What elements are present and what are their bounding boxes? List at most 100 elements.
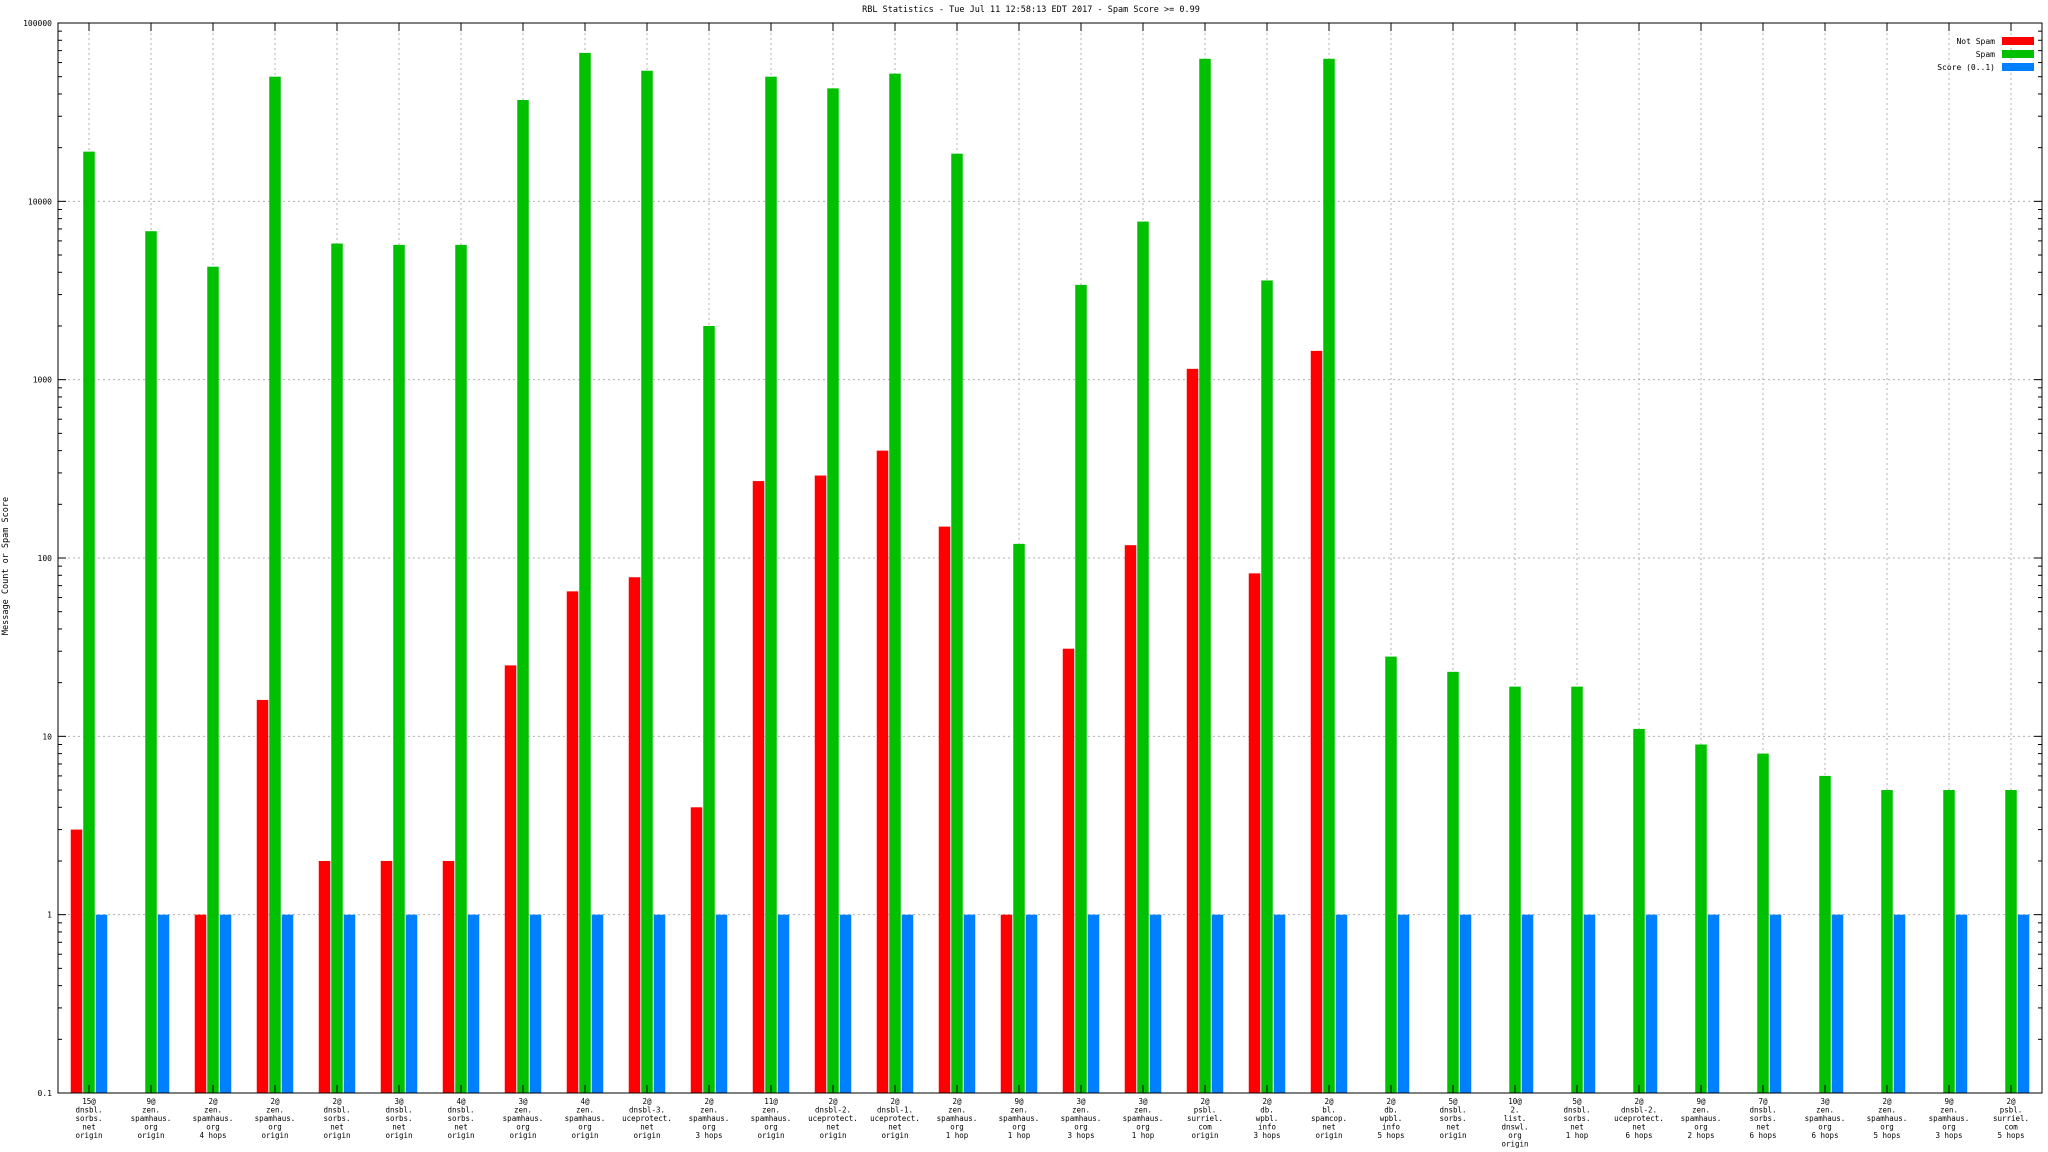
x-tick-label: spamhaus.: [1929, 1114, 1970, 1123]
x-tick-label: dnswl.: [1501, 1123, 1528, 1132]
legend: Not Spam Spam Score (0..1): [1937, 37, 2034, 72]
x-tick-label: 9@: [146, 1097, 156, 1106]
bars: [70, 52, 2030, 1094]
x-tick-label: spamhaus.: [1061, 1114, 1102, 1123]
x-tick-label: wpbl.: [1380, 1114, 1403, 1123]
bar: [1757, 753, 1769, 1093]
bar: [703, 325, 715, 1093]
x-tick-label: 9@: [1696, 1097, 1706, 1106]
x-tick-label: list.: [1504, 1114, 1527, 1123]
legend-label: Spam: [1976, 50, 1995, 59]
bar: [1087, 914, 1100, 1093]
x-tick-label: spamhaus.: [751, 1114, 792, 1123]
x-tick-label: 4@: [580, 1097, 590, 1106]
x-tick-label: dnsbl-1.: [877, 1106, 913, 1115]
bar: [95, 914, 108, 1093]
y-axis-ticks: 0.1 1 10 100 1000 10000 100000: [23, 19, 2042, 1098]
bar: [1769, 914, 1782, 1093]
x-tick-label: net: [392, 1123, 406, 1132]
x-tick-label: sorbs.: [1563, 1114, 1590, 1123]
x-tick-label: spamhaus.: [255, 1114, 296, 1123]
x-tick-label: 3 hops: [1253, 1131, 1280, 1140]
bar: [1075, 284, 1087, 1094]
x-tick-label: dnsbl.: [1439, 1106, 1466, 1115]
x-tick-label: net: [640, 1123, 654, 1132]
x-tick-label: net: [1756, 1123, 1770, 1132]
x-tick-label: 10@: [1508, 1097, 1522, 1106]
x-tick-label: spamhaus.: [193, 1114, 234, 1123]
x-tick-label: 2@: [828, 1097, 838, 1106]
x-tick-label: uceprotect.: [808, 1114, 858, 1123]
x-tick-label: 2@: [1386, 1097, 1396, 1106]
bar: [1943, 790, 1955, 1093]
x-tick-label: 9@: [1944, 1097, 1954, 1106]
x-tick-label: 2@: [890, 1097, 900, 1106]
x-tick-label: 5@: [1448, 1097, 1458, 1106]
bar: [889, 73, 901, 1094]
x-tick-label: 2@: [332, 1097, 342, 1106]
bar: [145, 231, 157, 1093]
bar: [628, 577, 641, 1093]
legend-swatch: [2002, 50, 2034, 58]
bar: [83, 151, 95, 1094]
y-tick-label: 100000: [23, 19, 52, 28]
chart-title: RBL Statistics - Tue Jul 11 12:58:13 EDT…: [862, 5, 1200, 15]
x-tick-label: 6 hops: [1811, 1131, 1838, 1140]
bar: [591, 914, 604, 1093]
x-tick-label: 2 hops: [1687, 1131, 1714, 1140]
x-tick-label: org: [1136, 1123, 1150, 1132]
x-tick-label: net: [454, 1123, 468, 1132]
bar: [1335, 914, 1348, 1093]
x-tick-label: 3@: [1076, 1097, 1086, 1106]
bar: [1397, 914, 1410, 1093]
y-tick-label: 10000: [28, 197, 52, 206]
x-tick-label: net: [82, 1123, 96, 1132]
bar: [653, 914, 666, 1093]
x-tick-label: org: [1074, 1123, 1088, 1132]
bar: [1571, 686, 1583, 1093]
bar: [157, 914, 170, 1093]
x-tick-label: origin: [75, 1131, 102, 1140]
x-tick-label: org: [144, 1123, 158, 1132]
x-axis-ticks: 15@dnsbl.sorbs.netorigin9@zen.spamhaus.o…: [75, 23, 2029, 1149]
x-tick-label: zen.: [1692, 1106, 1710, 1115]
x-tick-label: spamhaus.: [689, 1114, 730, 1123]
bar: [901, 914, 914, 1093]
x-tick-label: zen.: [1878, 1106, 1896, 1115]
x-tick-label: spamhaus.: [503, 1114, 544, 1123]
bar: [504, 665, 517, 1093]
x-tick-label: origin: [447, 1131, 474, 1140]
x-tick-label: net: [1570, 1123, 1584, 1132]
bar: [194, 914, 207, 1093]
x-tick-label: uceprotect.: [1614, 1114, 1664, 1123]
y-tick-label: 1: [47, 911, 52, 920]
bar: [1645, 914, 1658, 1093]
x-tick-label: dnsbl.: [385, 1106, 412, 1115]
x-tick-label: 4 hops: [199, 1131, 226, 1140]
x-tick-label: 1 hop: [1008, 1131, 1031, 1140]
x-tick-label: spamhaus.: [1681, 1114, 1722, 1123]
legend-swatch: [2002, 37, 2034, 45]
x-tick-label: uceprotect.: [870, 1114, 920, 1123]
x-tick-label: origin: [1191, 1131, 1218, 1140]
x-tick-label: 3@: [1820, 1097, 1830, 1106]
y-tick-label: 10: [42, 732, 52, 741]
x-tick-label: 3 hops: [1935, 1131, 1962, 1140]
x-tick-label: info: [1382, 1123, 1401, 1132]
x-tick-label: spamhaus.: [937, 1114, 978, 1123]
bar: [1955, 914, 1968, 1093]
x-tick-label: dnsbl.: [447, 1106, 474, 1115]
x-tick-label: org: [516, 1123, 530, 1132]
bar: [579, 52, 591, 1093]
bar: [839, 914, 852, 1093]
x-tick-label: zen.: [514, 1106, 532, 1115]
bar: [1831, 914, 1844, 1093]
x-tick-label: dnsbl.: [323, 1106, 350, 1115]
x-tick-label: origin: [1501, 1140, 1528, 1149]
bar: [405, 914, 418, 1093]
y-axis-label: Message Count or Spam Score: [1, 497, 11, 635]
x-tick-label: 2@: [208, 1097, 218, 1106]
x-tick-label: 11@: [764, 1097, 778, 1106]
bar: [467, 914, 480, 1093]
bar: [1062, 648, 1075, 1093]
